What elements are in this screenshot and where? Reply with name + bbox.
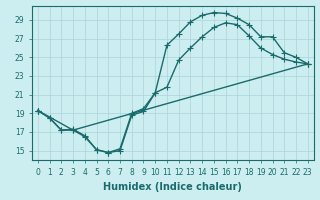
X-axis label: Humidex (Indice chaleur): Humidex (Indice chaleur) — [103, 182, 242, 192]
